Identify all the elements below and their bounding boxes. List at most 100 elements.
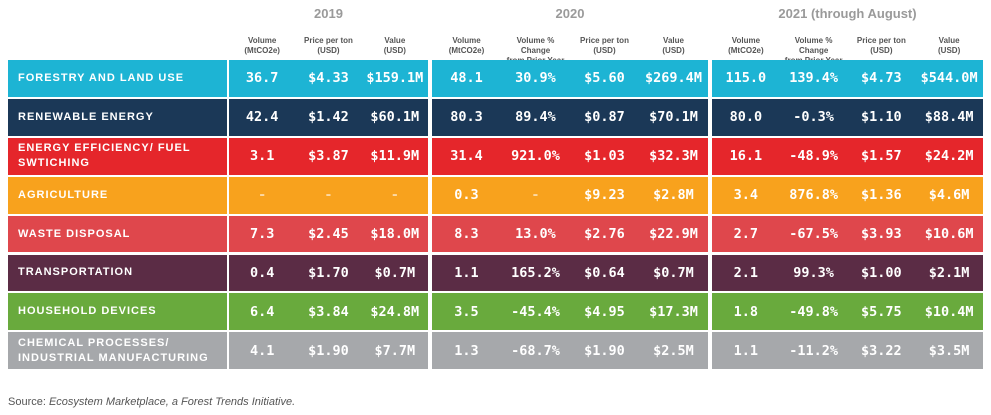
cell: 48.1 bbox=[450, 70, 483, 87]
row-label: AGRICULTURE bbox=[8, 177, 227, 214]
row-label-line: CHEMICAL PROCESSES/ bbox=[18, 336, 170, 349]
source-prefix: Source: bbox=[8, 396, 49, 408]
cell: $1.90 bbox=[584, 342, 625, 359]
cell: $2.45 bbox=[308, 226, 349, 243]
row-band bbox=[432, 293, 708, 331]
row-label: HOUSEHOLD DEVICES bbox=[8, 293, 227, 330]
row-label-line: FORESTRY AND LAND USE bbox=[18, 71, 185, 84]
column-header: Volume (MtCO2e) bbox=[229, 36, 295, 56]
row-band bbox=[8, 293, 227, 331]
row-label: CHEMICAL PROCESSES/INDUSTRIAL MANUFACTUR… bbox=[8, 332, 227, 369]
row-band bbox=[712, 176, 983, 214]
cell: $2.1M bbox=[928, 264, 970, 281]
row-band bbox=[432, 254, 708, 292]
column-header: Value (USD) bbox=[639, 36, 708, 56]
cell: - bbox=[390, 187, 399, 204]
cell: $24.2M bbox=[924, 148, 974, 165]
column-header-line: (MtCO2e) bbox=[728, 46, 764, 55]
row-band bbox=[8, 137, 227, 175]
cell: $32.3M bbox=[649, 148, 698, 165]
column-header: Volume (MtCO2e) bbox=[712, 36, 780, 56]
column-header-line: (USD) bbox=[317, 46, 340, 55]
column-header-line: Price per ton bbox=[304, 36, 353, 45]
row-band bbox=[229, 215, 428, 253]
cell: $0.64 bbox=[584, 264, 625, 281]
cell: $5.60 bbox=[584, 70, 625, 87]
cell: - bbox=[531, 187, 540, 204]
row-label: ENERGY EFFICIENCY/ FUEL SWTICHING bbox=[8, 138, 227, 175]
row-band bbox=[8, 215, 227, 253]
row-band bbox=[712, 332, 983, 370]
row-label: FORESTRY AND LAND USE bbox=[8, 60, 227, 97]
row-band bbox=[432, 137, 708, 175]
column-header: Value (USD) bbox=[915, 36, 983, 56]
row-band bbox=[229, 98, 428, 136]
cell: 7.3 bbox=[249, 226, 275, 243]
row-band bbox=[432, 215, 708, 253]
cell: $544.0M bbox=[920, 70, 978, 87]
cell: 139.4% bbox=[789, 70, 839, 87]
cell: $5.75 bbox=[861, 303, 902, 320]
column-header: Price per ton (USD) bbox=[570, 36, 639, 56]
cell: $70.1M bbox=[649, 109, 698, 126]
cell: 0.3 bbox=[454, 187, 479, 204]
cell: 1.3 bbox=[454, 342, 479, 359]
cell: $1.57 bbox=[861, 148, 902, 165]
cell: $3.84 bbox=[308, 303, 349, 320]
row-band bbox=[432, 60, 708, 97]
cell: $0.7M bbox=[653, 264, 694, 281]
column-header-line: Volume bbox=[248, 36, 277, 45]
column-header-line: Value bbox=[938, 36, 960, 45]
group-header: 2020 bbox=[555, 6, 585, 21]
cell: $7.7M bbox=[374, 342, 416, 359]
cell: $2.5M bbox=[653, 342, 694, 359]
cell: 8.3 bbox=[454, 226, 479, 243]
cell: $60.1M bbox=[370, 109, 420, 126]
row-label-line: SWTICHING bbox=[18, 157, 90, 170]
row-band bbox=[712, 215, 983, 253]
cell: $1.70 bbox=[308, 264, 349, 281]
cell: 0.4 bbox=[249, 264, 275, 281]
cell: 115.0 bbox=[725, 70, 767, 87]
cell: $17.3M bbox=[649, 303, 698, 320]
column-header-line: Value bbox=[663, 36, 684, 45]
column-header-line: Volume bbox=[452, 36, 481, 45]
cell: $4.33 bbox=[308, 70, 349, 87]
cell: 3.5 bbox=[454, 303, 479, 320]
cell: -67.5% bbox=[789, 226, 839, 243]
column-header-line: Volume % Change bbox=[794, 36, 833, 55]
cell: $1.03 bbox=[584, 148, 625, 165]
cell: $159.1M bbox=[366, 70, 424, 87]
row-band bbox=[229, 332, 428, 370]
group-header: 2021 (through August) bbox=[778, 6, 917, 21]
cell: $0.87 bbox=[584, 109, 625, 126]
row-band bbox=[712, 98, 983, 136]
cell: 42.4 bbox=[245, 109, 279, 126]
row-label-line: INDUSTRIAL MANUFACTURING bbox=[18, 351, 209, 364]
cell: 89.4% bbox=[515, 109, 556, 126]
cell: - bbox=[324, 187, 333, 204]
cell: $22.9M bbox=[649, 226, 698, 243]
column-header-line: (USD) bbox=[662, 46, 685, 55]
row-label: RENEWABLE ENERGY bbox=[8, 99, 227, 136]
cell: 36.7 bbox=[245, 70, 279, 87]
cell: $269.4M bbox=[645, 70, 702, 87]
group-header: 2019 bbox=[314, 6, 343, 21]
cell: $10.6M bbox=[924, 226, 974, 243]
row-band bbox=[8, 98, 227, 136]
column-header: Price per ton (USD) bbox=[295, 36, 361, 56]
cell: -49.8% bbox=[789, 303, 839, 320]
column-header-line: (MtCO2e) bbox=[244, 46, 280, 55]
row-label-line: TRANSPORTATION bbox=[18, 266, 134, 279]
cell: 921.0% bbox=[511, 148, 560, 165]
row-band bbox=[8, 332, 227, 370]
cell: $2.76 bbox=[584, 226, 625, 243]
cell: $88.4M bbox=[924, 109, 974, 126]
cell: 99.3% bbox=[793, 264, 834, 281]
cell: $1.42 bbox=[308, 109, 349, 126]
row-band bbox=[8, 176, 227, 214]
source-text: Ecosystem Marketplace, a Forest Trends I… bbox=[48, 396, 296, 408]
cell: $1.36 bbox=[861, 187, 902, 204]
row-band bbox=[712, 60, 983, 97]
